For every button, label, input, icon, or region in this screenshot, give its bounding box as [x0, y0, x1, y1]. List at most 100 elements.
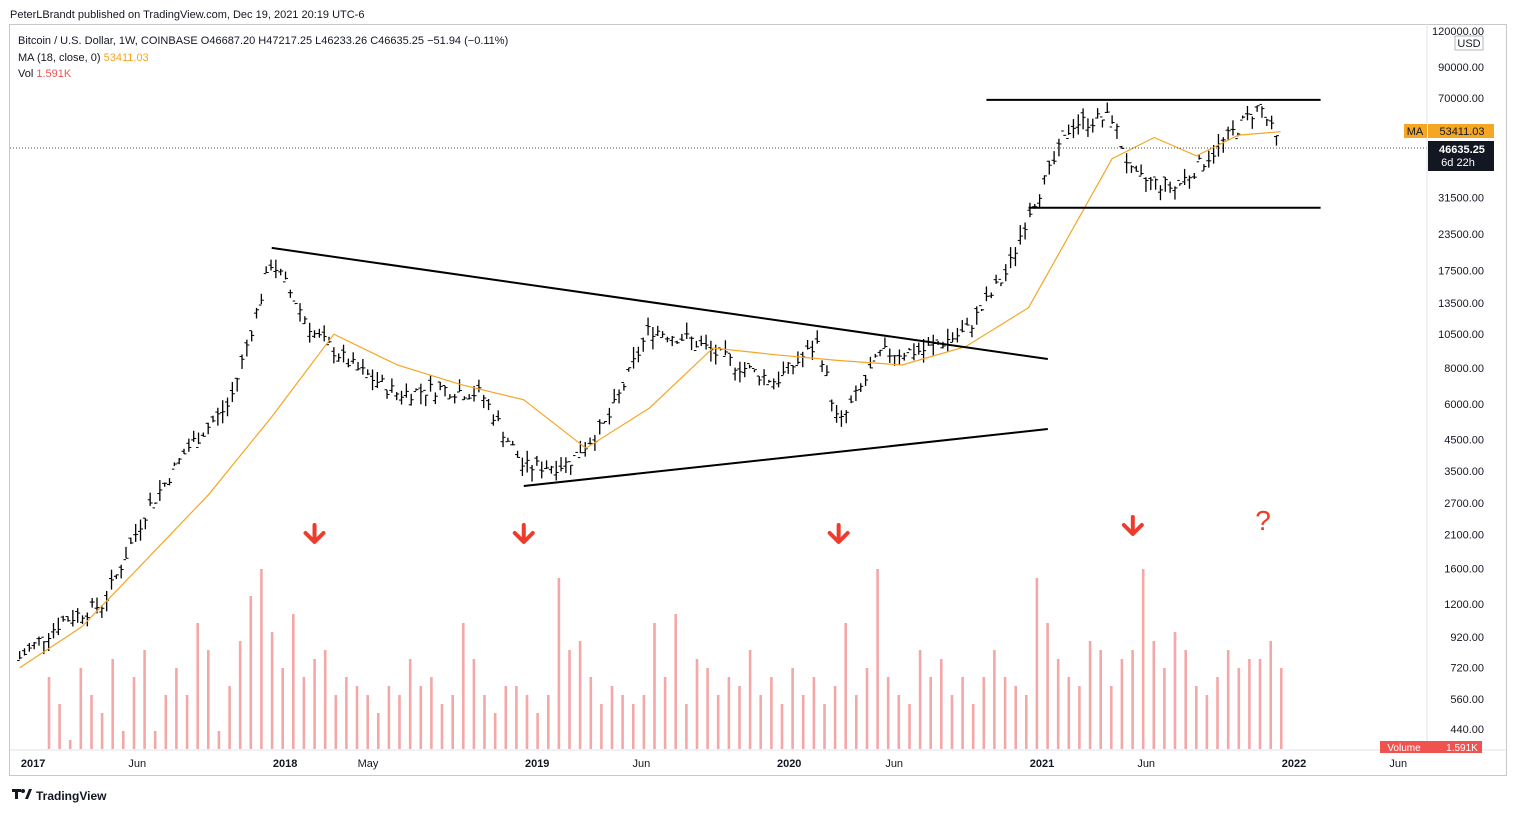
y-tick-label: 560.00	[1450, 694, 1484, 706]
y-tick-label: 31500.00	[1438, 193, 1484, 205]
legend-vol-label: Vol	[18, 68, 34, 80]
volume-bar	[886, 677, 890, 749]
y-tick-label: 720.00	[1450, 663, 1484, 675]
volume-bar	[823, 704, 826, 749]
volume-bar	[961, 677, 964, 749]
volume-bar	[100, 713, 104, 749]
volume-bar	[90, 695, 93, 749]
volume-bar	[685, 704, 688, 749]
last-price-badge	[1428, 141, 1494, 171]
y-tick-label: 13500.00	[1438, 298, 1484, 310]
volume-bar	[1110, 686, 1113, 749]
ma-badge-tag	[1404, 124, 1427, 138]
x-tick-label: 2017	[21, 758, 45, 770]
x-tick-label: Jun	[633, 758, 651, 770]
question-mark: ?	[1255, 505, 1271, 536]
volume-bar	[260, 569, 263, 749]
volume-bar	[366, 695, 369, 749]
y-tick-label: 3500.00	[1444, 466, 1484, 478]
x-tick-label: Jun	[1137, 758, 1155, 770]
volume-bar	[1205, 695, 1209, 749]
volume-bar	[1003, 677, 1007, 749]
x-tick-label: May	[358, 758, 379, 770]
volume-bar	[791, 668, 794, 749]
price-axis: 120000.00 90000.00 70000.00 31500.00 23500.0…	[1432, 26, 1484, 736]
volume-bar	[1280, 668, 1283, 749]
volume-bar	[918, 650, 922, 749]
volume-bar	[897, 695, 901, 749]
volume-bar	[855, 695, 858, 749]
y-tick-label: 1200.00	[1444, 599, 1484, 611]
volume-bar	[578, 641, 582, 749]
x-tick-label: Jun	[1389, 758, 1407, 770]
volume-bar	[929, 677, 932, 749]
trendlines	[271, 98, 1321, 488]
volume-bar	[1046, 623, 1049, 749]
legend-ohlc: O46687.20 H47217.25 L46233.26 C46635.25 …	[200, 35, 509, 47]
y-tick-label: 440.00	[1450, 724, 1484, 736]
x-tick-label: 2018	[273, 758, 297, 770]
volume-bar	[1173, 632, 1177, 749]
volume-bar	[451, 695, 454, 749]
volume-bar	[748, 650, 752, 749]
legend-vol-row[interactable]: Vol 1.591K	[18, 67, 71, 81]
volume-bar	[727, 677, 731, 749]
ma-badge-tag-label: MA	[1407, 126, 1424, 138]
volume-bar	[47, 677, 51, 749]
volume-bar	[1184, 650, 1187, 749]
down-arrow-icon	[303, 523, 326, 544]
volume-bar	[1237, 668, 1241, 749]
publisher-line: PeterLBrandt published on TradingView.co…	[10, 9, 365, 21]
trendline-triangle-lower	[523, 428, 1048, 488]
volume-bar	[1067, 677, 1071, 749]
y-tick-label: 70000.00	[1438, 93, 1484, 105]
volume-bar	[950, 695, 954, 749]
volume-bar	[472, 659, 476, 749]
y-tick-label: 2700.00	[1444, 498, 1484, 510]
volume-bar	[780, 704, 784, 749]
tradingview-footer[interactable]: TradingView	[12, 788, 106, 803]
volume-bar	[430, 677, 433, 749]
volume-bar	[642, 695, 646, 749]
volume-bar	[801, 695, 805, 749]
volume-bar	[302, 677, 306, 749]
volume-bar	[844, 623, 847, 749]
currency-label: USD	[1457, 38, 1480, 50]
volume-bar	[462, 623, 465, 749]
volume-bar	[738, 686, 741, 749]
volume-bar	[971, 704, 975, 749]
volume-bar	[653, 623, 656, 749]
volume-bar	[982, 677, 986, 749]
y-tick-label: 23500.00	[1438, 229, 1484, 241]
x-tick-label: 2020	[777, 758, 801, 770]
volume-bar	[759, 695, 762, 749]
volume-bar	[1258, 659, 1262, 749]
volume-bar	[674, 614, 677, 749]
volume-bar	[440, 704, 444, 749]
volume-bar	[249, 596, 253, 749]
volume-bar	[812, 677, 816, 749]
legend-ma-row[interactable]: MA (18, close, 0) 53411.03	[18, 51, 149, 65]
volume-bar	[387, 686, 391, 749]
volume-bar	[1099, 650, 1102, 749]
volume-bar	[1269, 641, 1272, 749]
volume-bar	[164, 695, 168, 749]
volume-bar	[770, 677, 773, 749]
volume-bar	[143, 650, 146, 749]
volume-bar	[1163, 668, 1166, 749]
y-tick-label: 1600.00	[1444, 563, 1484, 575]
x-tick-label: 2019	[525, 758, 549, 770]
legend-symbol[interactable]: Bitcoin / U.S. Dollar, 1W, COINBASE	[18, 35, 198, 47]
volume-bar	[632, 704, 635, 749]
volume-bars	[47, 569, 1283, 749]
volume-bar	[207, 650, 210, 749]
volume-bar	[334, 695, 338, 749]
volume-bar	[111, 659, 114, 749]
volume-bar	[228, 686, 231, 749]
volume-bar	[1014, 686, 1017, 749]
volume-bar	[408, 659, 412, 749]
volume-bar	[621, 695, 624, 749]
volume-bar	[547, 695, 550, 749]
y-tick-label: 8000.00	[1444, 363, 1484, 375]
